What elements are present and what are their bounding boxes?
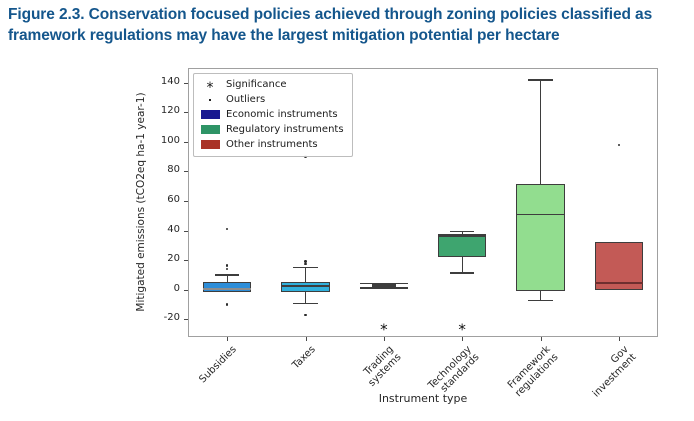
patch-icon bbox=[198, 125, 222, 134]
y-tick-label: 80 bbox=[167, 164, 180, 176]
dot-icon bbox=[198, 98, 222, 101]
boxplot-part bbox=[304, 260, 307, 263]
y-tick-mark bbox=[184, 260, 188, 262]
legend-label: Significance bbox=[226, 79, 287, 90]
boxplot-part bbox=[202, 281, 252, 292]
patch-icon bbox=[198, 140, 222, 149]
y-tick-mark bbox=[184, 201, 188, 203]
y-tick-label: 60 bbox=[167, 194, 180, 206]
boxplot-part bbox=[528, 79, 553, 81]
boxplot-part bbox=[305, 267, 306, 282]
boxplot-part bbox=[202, 288, 252, 290]
boxplot-part bbox=[437, 234, 487, 237]
boxplot-part bbox=[617, 143, 621, 147]
x-tick-mark bbox=[383, 337, 385, 341]
y-tick-mark bbox=[184, 141, 188, 143]
patch-icon bbox=[198, 110, 222, 119]
asterisk-icon: * bbox=[206, 79, 214, 96]
legend-item: Other instruments bbox=[198, 137, 344, 152]
boxplot-part bbox=[594, 241, 644, 290]
boxplot-part bbox=[215, 274, 240, 276]
x-tick-mark bbox=[305, 337, 307, 341]
y-tick-mark bbox=[184, 230, 188, 232]
boxplot-part bbox=[594, 282, 644, 285]
x-tick-label: Trading systems bbox=[361, 344, 404, 389]
y-tick-mark bbox=[184, 289, 188, 291]
legend-item: Regulatory instruments bbox=[198, 122, 344, 137]
y-tick-label: 140 bbox=[160, 75, 180, 87]
boxplot-part bbox=[359, 282, 409, 285]
x-tick-label: Subsidies bbox=[197, 344, 239, 386]
x-tick-mark bbox=[618, 337, 620, 341]
boxplot-part bbox=[281, 285, 330, 287]
significance-asterisk: * bbox=[458, 320, 466, 339]
boxplot-part bbox=[359, 287, 409, 289]
boxplot-part bbox=[225, 227, 229, 231]
x-axis-label: Instrument type bbox=[378, 392, 468, 405]
legend-color-patch bbox=[200, 125, 220, 134]
boxplot-part bbox=[225, 267, 229, 271]
boxplot-part bbox=[540, 79, 541, 184]
y-tick-mark bbox=[184, 82, 188, 84]
legend-item: * Significance bbox=[198, 77, 344, 96]
boxplot-part bbox=[305, 291, 306, 303]
y-tick-label: 0 bbox=[173, 282, 180, 294]
figure-title: Figure 2.3. Conservation focused policie… bbox=[8, 6, 653, 45]
legend-item: Economic instruments bbox=[198, 107, 344, 122]
legend-label: Outliers bbox=[226, 94, 266, 105]
legend-color-patch bbox=[200, 140, 220, 149]
y-tick-mark bbox=[184, 171, 188, 173]
legend-label: Economic instruments bbox=[226, 109, 338, 120]
legend-item: Outliers bbox=[198, 92, 344, 107]
boxplot-part bbox=[516, 184, 565, 292]
boxplot-part bbox=[226, 274, 228, 282]
y-tick-label: 40 bbox=[167, 223, 180, 235]
legend: * Significance Outliers Economic instrument… bbox=[193, 73, 353, 157]
boxplot-part bbox=[528, 299, 553, 301]
x-tick-mark bbox=[540, 337, 542, 341]
x-tick-label: Taxes bbox=[290, 344, 318, 372]
plot-area: * Significance Outliers Economic instrument… bbox=[188, 68, 658, 337]
boxplot-part bbox=[461, 257, 463, 273]
outlier-dot bbox=[209, 98, 211, 101]
boxplot-part bbox=[372, 284, 396, 287]
boxplot-part bbox=[225, 264, 229, 267]
legend-label: Other instruments bbox=[226, 139, 318, 150]
y-tick-label: -20 bbox=[163, 312, 180, 324]
boxplot-part bbox=[461, 231, 463, 235]
boxplot-part bbox=[304, 262, 307, 266]
y-tick-label: 100 bbox=[160, 134, 180, 146]
boxplot-part bbox=[293, 302, 318, 304]
y-tick-label: 20 bbox=[167, 253, 180, 265]
boxplot-part bbox=[516, 213, 565, 216]
legend-color-patch bbox=[200, 110, 220, 119]
x-tick-mark bbox=[227, 337, 229, 341]
boxplot-part bbox=[540, 291, 541, 301]
x-tick-label: Technology standards bbox=[426, 344, 482, 395]
x-tick-mark bbox=[462, 337, 464, 341]
y-tick-label: 120 bbox=[160, 105, 180, 117]
y-tick-mark bbox=[184, 319, 188, 321]
boxplot-part bbox=[450, 272, 475, 274]
boxplot-part bbox=[225, 303, 229, 306]
significance-asterisk: * bbox=[380, 320, 388, 339]
x-tick-label: Gov investment bbox=[590, 344, 639, 400]
x-tick-label: Framework regulations bbox=[505, 344, 561, 400]
boxplot-part bbox=[437, 234, 487, 258]
legend-label: Regulatory instruments bbox=[226, 124, 344, 135]
boxplot-part bbox=[450, 230, 475, 233]
boxplot-part bbox=[304, 313, 307, 317]
y-tick-mark bbox=[184, 112, 188, 114]
boxplot-part bbox=[293, 267, 318, 269]
